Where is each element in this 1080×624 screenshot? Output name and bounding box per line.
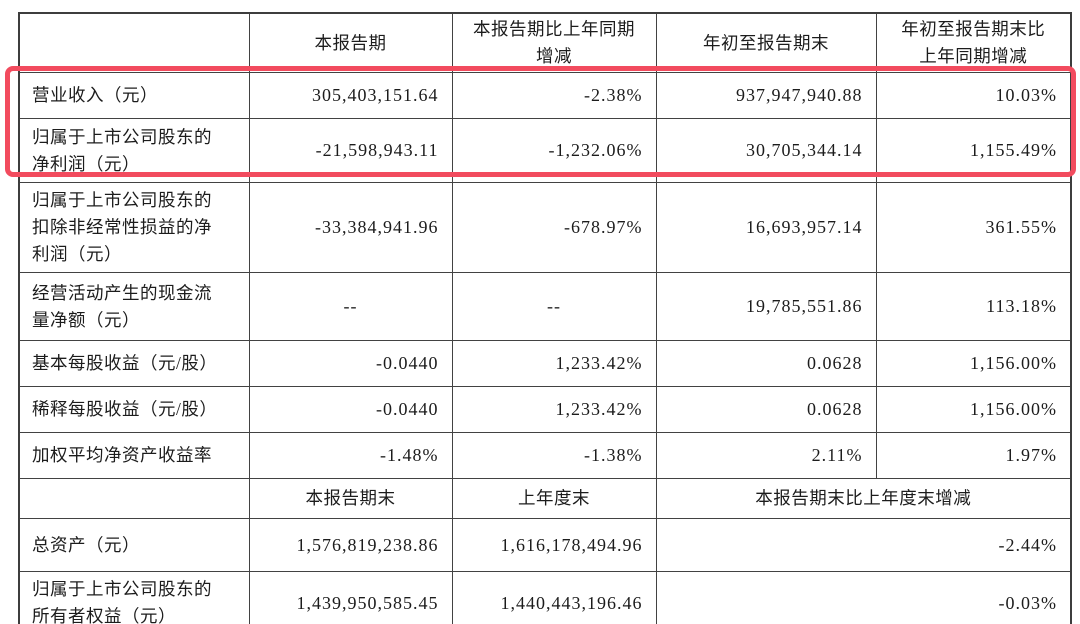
subheader-blank [18, 478, 250, 519]
table-row-total-assets: 总资产（元） 1,576,819,238.86 1,616,178,494.96… [18, 518, 1072, 572]
cell-value: 0.0628 [655, 340, 877, 387]
cell-value: -2.38% [451, 72, 657, 119]
cell-value: 1,439,950,585.45 [248, 571, 453, 624]
cell-value: 1,233.42% [451, 386, 657, 433]
cell-value: 1,233.42% [451, 340, 657, 387]
subheader-change-vs-prev-year-end: 本报告期末比上年度末增减 [655, 478, 1072, 519]
cell-value: -0.0440 [248, 340, 453, 387]
cell-value: -0.03% [655, 571, 1072, 624]
cell-value: 19,785,551.86 [655, 272, 877, 341]
cell-value: 30,705,344.14 [655, 118, 877, 183]
column-header-current-period-yoy-change: 本报告期比上年同期增减 [451, 12, 657, 73]
cell-value: 1,156.00% [875, 386, 1072, 433]
cell-value: 1,576,819,238.86 [248, 518, 453, 572]
table-row-equity-attributable-to-shareholders: 归属于上市公司股东的所有者权益（元） 1,439,950,585.45 1,44… [18, 571, 1072, 624]
cell-value: 0.0628 [655, 386, 877, 433]
cell-value: 305,403,151.64 [248, 72, 453, 119]
cell-value: 1,155.49% [875, 118, 1072, 183]
column-header-ytd: 年初至报告期末 [655, 12, 877, 73]
cell-value: -2.44% [655, 518, 1072, 572]
cell-value: 113.18% [875, 272, 1072, 341]
cell-value: 1,156.00% [875, 340, 1072, 387]
cell-value: 16,693,957.14 [655, 182, 877, 273]
cell-value: -33,384,941.96 [248, 182, 453, 273]
cell-value: -0.0440 [248, 386, 453, 433]
row-label: 营业收入（元） [18, 72, 250, 119]
row-label: 归属于上市公司股东的所有者权益（元） [18, 571, 250, 624]
table-row-weighted-avg-roe: 加权平均净资产收益率 -1.48% -1.38% 2.11% 1.97% [18, 432, 1072, 479]
cell-value: 361.55% [875, 182, 1072, 273]
column-header-blank [18, 12, 250, 73]
cell-value: 1,616,178,494.96 [451, 518, 657, 572]
row-label: 归属于上市公司股东的净利润（元） [18, 118, 250, 183]
cell-value: -- [248, 272, 453, 341]
cell-value: -1.38% [451, 432, 657, 479]
cell-value: 10.03% [875, 72, 1072, 119]
cell-value: -678.97% [451, 182, 657, 273]
row-label: 稀释每股收益（元/股） [18, 386, 250, 433]
cell-value: -1.48% [248, 432, 453, 479]
table-row-operating-cash-flow: 经营活动产生的现金流量净额（元） -- -- 19,785,551.86 113… [18, 272, 1072, 341]
row-label: 基本每股收益（元/股） [18, 340, 250, 387]
cell-value: 2.11% [655, 432, 877, 479]
row-label: 经营活动产生的现金流量净额（元） [18, 272, 250, 341]
column-header-ytd-yoy-change: 年初至报告期末比上年同期增减 [875, 12, 1072, 73]
cell-value: 1.97% [875, 432, 1072, 479]
cell-value: 937,947,940.88 [655, 72, 877, 119]
table-row-diluted-eps: 稀释每股收益（元/股） -0.0440 1,233.42% 0.0628 1,1… [18, 386, 1072, 433]
table-subheader-row: 本报告期末 上年度末 本报告期末比上年度末增减 [18, 478, 1072, 519]
cell-value: -1,232.06% [451, 118, 657, 183]
column-header-current-period: 本报告期 [248, 12, 453, 73]
row-label: 归属于上市公司股东的扣除非经常性损益的净利润（元） [18, 182, 250, 273]
table-header-row: 本报告期 本报告期比上年同期增减 年初至报告期末 年初至报告期末比上年同期增减 [18, 12, 1072, 73]
subheader-prev-year-end: 上年度末 [451, 478, 657, 519]
row-label: 总资产（元） [18, 518, 250, 572]
table-row-net-profit-excl-nonrecurring: 归属于上市公司股东的扣除非经常性损益的净利润（元） -33,384,941.96… [18, 182, 1072, 273]
cell-value: -- [451, 272, 657, 341]
cell-value: -21,598,943.11 [248, 118, 453, 183]
subheader-period-end: 本报告期末 [248, 478, 453, 519]
table-row-net-profit: 归属于上市公司股东的净利润（元） -21,598,943.11 -1,232.0… [18, 118, 1072, 183]
cell-value: 1,440,443,196.46 [451, 571, 657, 624]
row-label: 加权平均净资产收益率 [18, 432, 250, 479]
table-row-operating-revenue: 营业收入（元） 305,403,151.64 -2.38% 937,947,94… [18, 72, 1072, 119]
financial-summary-table: 本报告期 本报告期比上年同期增减 年初至报告期末 年初至报告期末比上年同期增减 … [18, 12, 1072, 624]
table-row-basic-eps: 基本每股收益（元/股） -0.0440 1,233.42% 0.0628 1,1… [18, 340, 1072, 387]
